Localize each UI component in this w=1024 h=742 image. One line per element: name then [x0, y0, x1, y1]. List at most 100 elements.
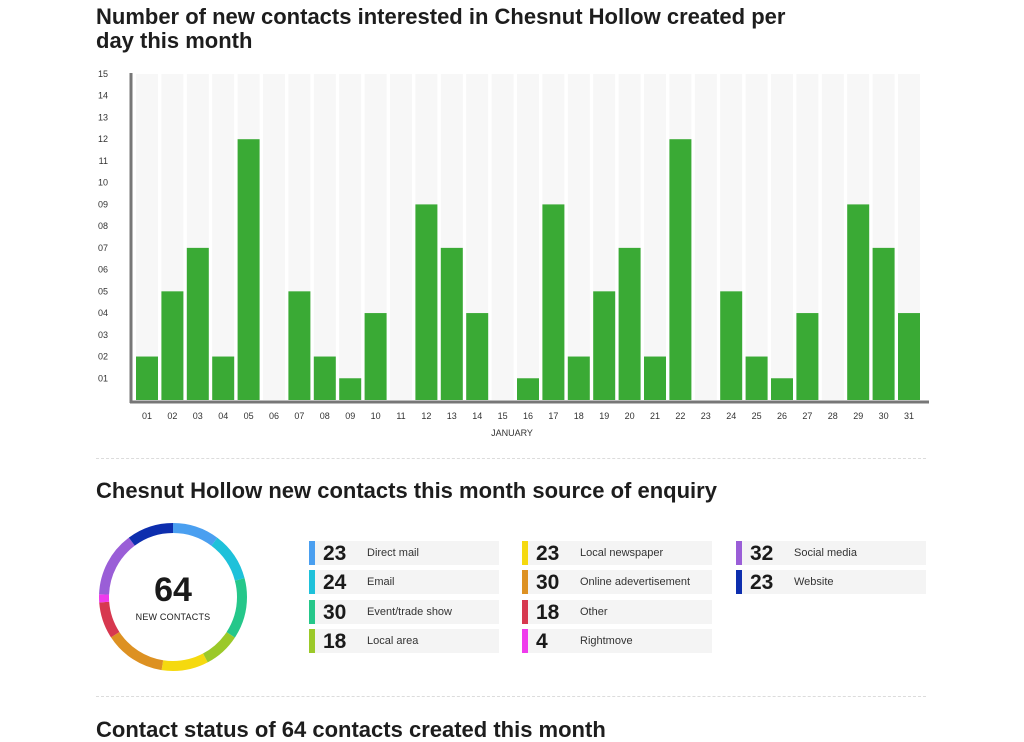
y-tick-07: 07 — [98, 243, 108, 253]
legend-item: 18 Other — [522, 600, 712, 624]
x-tick-17: 17 — [548, 411, 558, 421]
x-tick-03: 03 — [193, 411, 203, 421]
bar-05 — [237, 139, 260, 400]
legend-count: 30 — [323, 601, 347, 624]
legend-swatch — [309, 570, 315, 594]
x-tick-10: 10 — [371, 411, 381, 421]
legend-item: 4 Rightmove — [522, 629, 712, 653]
x-tick-22: 22 — [675, 411, 685, 421]
bar-10 — [364, 313, 387, 400]
legend-label: Direct mail — [367, 547, 419, 559]
column-background — [771, 74, 793, 400]
legend-item: 23 Local newspaper — [522, 541, 712, 565]
legend-count: 18 — [536, 601, 560, 624]
column-background — [745, 74, 768, 400]
x-tick-14: 14 — [472, 411, 482, 421]
x-tick-05: 05 — [244, 411, 254, 421]
x-tick-19: 19 — [599, 411, 609, 421]
bar-02 — [161, 291, 184, 400]
section-divider — [96, 696, 926, 697]
y-tick-01: 01 — [98, 373, 108, 383]
column-background — [339, 74, 362, 400]
legend-swatch — [736, 570, 742, 594]
bar-27 — [796, 313, 819, 400]
legend-item: 32 Social media — [736, 541, 926, 565]
x-tick-27: 27 — [802, 411, 812, 421]
legend-label: Event/trade show — [367, 606, 452, 618]
legend-count: 23 — [750, 571, 774, 594]
bar-19 — [593, 291, 616, 400]
legend-label: Email — [367, 576, 395, 588]
column-background — [567, 74, 590, 400]
x-axis-label: JANUARY — [491, 428, 533, 438]
legend-swatch — [522, 541, 528, 565]
source-section-title: Chesnut Hollow new contacts this month s… — [96, 478, 717, 503]
legend-label: Local area — [367, 635, 419, 647]
column-background — [491, 74, 514, 400]
bar-31 — [898, 313, 920, 400]
x-tick-02: 02 — [167, 411, 177, 421]
y-tick-14: 14 — [98, 91, 108, 101]
bar-29 — [847, 204, 870, 400]
legend-swatch — [522, 570, 528, 594]
legend-swatch — [309, 629, 315, 653]
legend-item: 18 Local area — [309, 629, 499, 653]
bar-18 — [567, 356, 590, 400]
legend-count: 23 — [536, 542, 560, 565]
donut-chart: 64 NEW CONTACTS — [96, 520, 250, 674]
y-tick-15: 15 — [98, 69, 108, 79]
bar-03 — [186, 247, 209, 400]
donut-slice — [99, 523, 247, 671]
chart-bars — [136, 139, 920, 400]
legend-item: 30 Online adevertisement — [522, 570, 712, 594]
donut-slice — [99, 523, 247, 671]
legend-swatch — [309, 600, 315, 624]
bar-22 — [669, 139, 692, 400]
bar-08 — [313, 356, 336, 400]
legend-item: 23 Direct mail — [309, 541, 499, 565]
x-tick-16: 16 — [523, 411, 533, 421]
y-tick-08: 08 — [98, 221, 108, 231]
legend-item: 30 Event/trade show — [309, 600, 499, 624]
legend-count: 4 — [536, 630, 548, 653]
x-tick-21: 21 — [650, 411, 660, 421]
x-tick-labels: 01 02 03 04 05 06 07 08 09 10 11 12 13 14 15 16 17 18 19 20… — [142, 411, 914, 421]
y-tick-02: 02 — [98, 352, 108, 362]
x-tick-01: 01 — [142, 411, 152, 421]
column-background — [212, 74, 235, 400]
x-tick-06: 06 — [269, 411, 279, 421]
y-tick-03: 03 — [98, 330, 108, 340]
y-tick-labels: 01 02 03 04 05 06 07 08 09 10 11 12 13 14 15 — [98, 69, 108, 383]
bar-21 — [644, 356, 666, 400]
column-background — [694, 74, 717, 400]
y-tick-13: 13 — [98, 112, 108, 122]
x-tick-15: 15 — [498, 411, 508, 421]
y-tick-04: 04 — [98, 308, 108, 318]
x-tick-07: 07 — [294, 411, 304, 421]
bar-17 — [542, 204, 565, 400]
bar-16 — [517, 378, 539, 400]
x-tick-24: 24 — [726, 411, 736, 421]
donut-total-label: NEW CONTACTS — [135, 612, 211, 622]
bar-20 — [618, 247, 641, 400]
x-tick-13: 13 — [447, 411, 457, 421]
legend-count: 32 — [750, 542, 774, 565]
legend-swatch — [522, 600, 528, 624]
bar-24 — [720, 291, 743, 400]
bar-04 — [212, 356, 235, 400]
legend-swatch — [309, 541, 315, 565]
legend-count: 18 — [323, 630, 347, 653]
legend-count: 23 — [323, 542, 347, 565]
x-tick-08: 08 — [320, 411, 330, 421]
x-tick-09: 09 — [345, 411, 355, 421]
bar-13 — [440, 247, 463, 400]
legend-label: Rightmove — [580, 635, 633, 647]
column-background — [644, 74, 666, 400]
legend-swatch — [736, 541, 742, 565]
bar-12 — [415, 204, 438, 400]
y-tick-09: 09 — [98, 199, 108, 209]
legend-label: Online adevertisement — [580, 576, 691, 588]
donut-slice — [99, 523, 247, 671]
x-tick-23: 23 — [701, 411, 711, 421]
